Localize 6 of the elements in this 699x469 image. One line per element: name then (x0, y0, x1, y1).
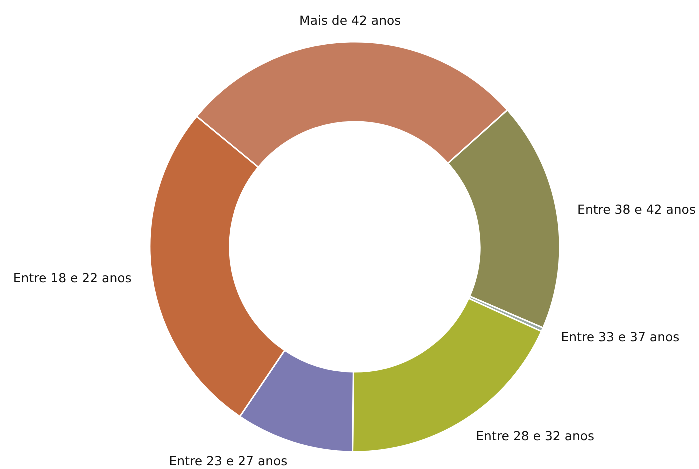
slice-label: Mais de 42 anos (300, 12, 402, 28)
slice-label: Entre 18 e 22 anos (13, 270, 132, 286)
slice-label: Entre 38 e 42 anos (578, 202, 696, 218)
slice-label: Entre 28 e 32 anos (476, 428, 595, 444)
slice-label: Entre 33 e 37 anos (561, 330, 680, 345)
slice-label: Entre 23 e 27 anos (169, 454, 288, 469)
